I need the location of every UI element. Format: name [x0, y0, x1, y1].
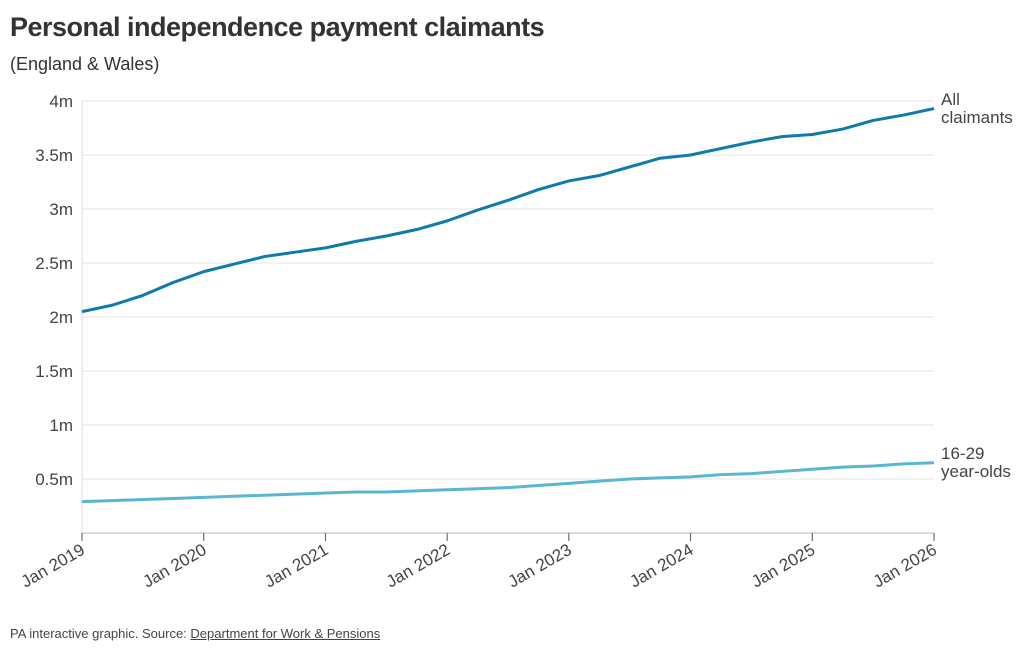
y-tick-label: 3.5m — [35, 146, 73, 165]
chart-subtitle: (England & Wales) — [10, 54, 160, 74]
source-link[interactable]: Department for Work & Pensions — [190, 626, 381, 641]
y-tick-label: 1.5m — [35, 362, 73, 381]
x-tick-label: Jan 2019 — [18, 540, 88, 591]
x-tick-label: Jan 2023 — [505, 540, 575, 591]
y-tick-label: 3m — [49, 200, 73, 219]
footer: PA interactive graphic. Source: Departme… — [10, 626, 380, 641]
chart-title: Personal independence payment claimants — [10, 12, 545, 42]
source-prefix: PA interactive graphic. Source: — [10, 626, 187, 641]
x-tick-label: Jan 2022 — [383, 540, 453, 591]
x-tick-label: Jan 2020 — [140, 540, 210, 591]
y-tick-label: 1m — [49, 416, 73, 435]
x-tick-label: Jan 2026 — [870, 540, 940, 591]
chart: 0.5m 1m 1.5m 2m 2.5m 3m 3.5m 4m Jan 2019 Jan 2020… — [18, 92, 940, 591]
x-tick-label: Jan 2025 — [748, 540, 818, 591]
y-tick-label: 2m — [49, 308, 73, 327]
x-tick-label: Jan 2021 — [261, 540, 331, 591]
x-tick-label: Jan 2024 — [626, 540, 696, 591]
y-tick-label: 0.5m — [35, 470, 73, 489]
y-tick-label: 4m — [49, 92, 73, 111]
line-series — [81, 107, 935, 314]
line-series — [81, 461, 935, 504]
series-label: All claimants — [941, 89, 1013, 127]
y-tick-label: 2.5m — [35, 254, 73, 273]
series-label: 16-29 year-olds — [941, 443, 1011, 481]
